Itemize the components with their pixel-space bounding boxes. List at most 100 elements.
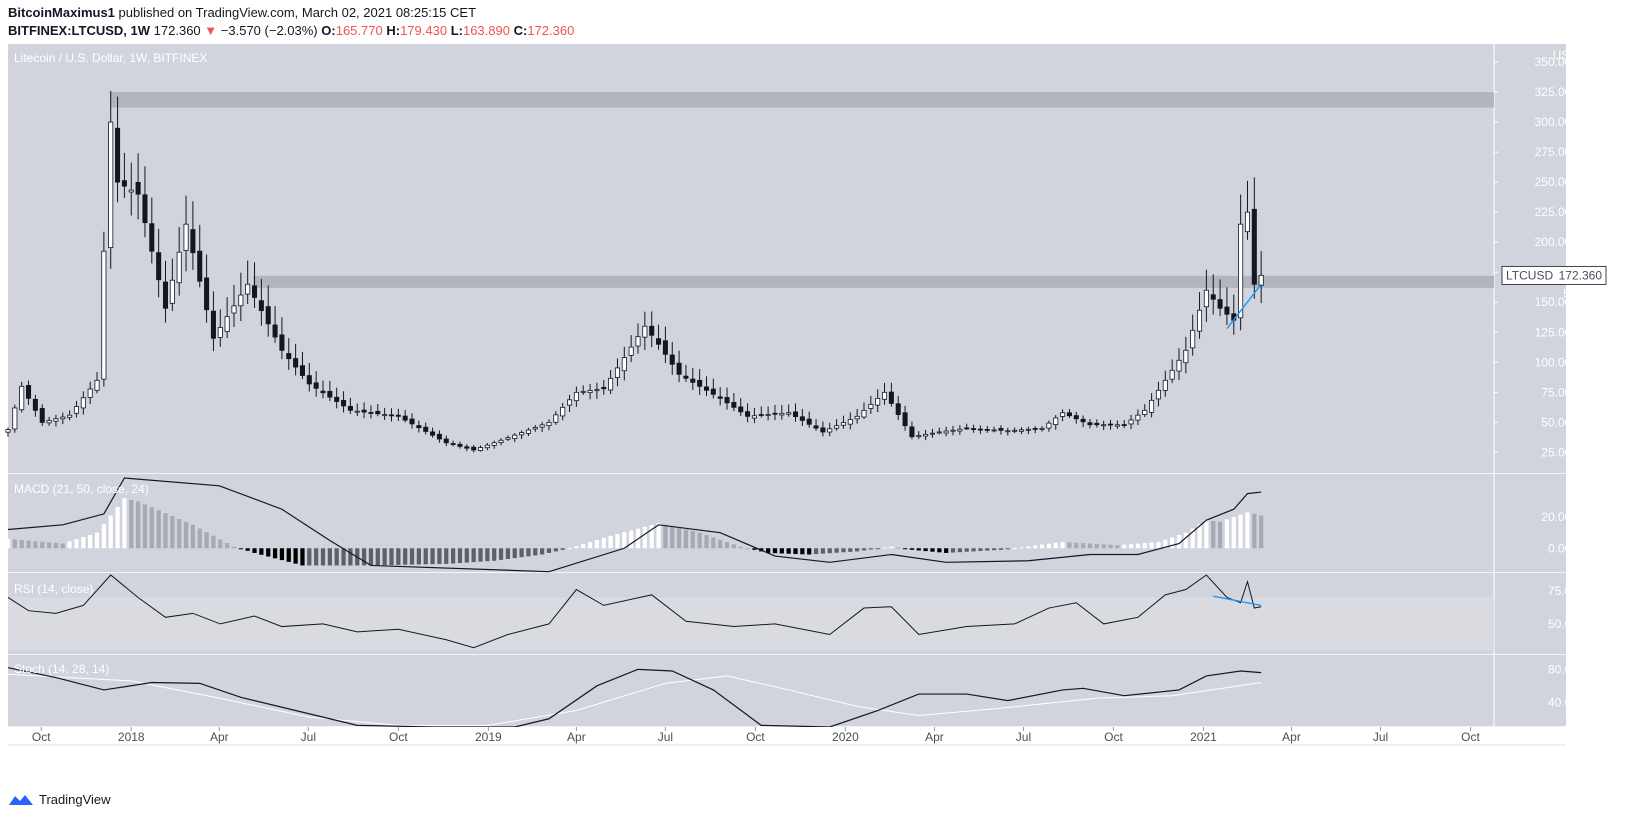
macd-histogram-bar	[546, 548, 552, 553]
macd-histogram-bar	[423, 548, 428, 565]
macd-histogram-bar	[533, 548, 538, 556]
candle-body	[923, 433, 929, 437]
candle-body	[635, 336, 641, 347]
price-tick-label: 350.000	[1535, 55, 1579, 69]
candle-body	[279, 334, 285, 351]
tradingview-logo-icon[interactable]	[8, 793, 34, 807]
price-pane[interactable]: USD 25.000 50.000 75.000 100.000 125.000 150.0…	[5, 44, 1607, 475]
last-price-tag	[1501, 265, 1607, 285]
macd-histogram-bar	[745, 548, 750, 550]
author-name[interactable]: BitcoinMaximus1	[8, 5, 115, 20]
macd-histogram-bar	[923, 548, 928, 552]
stoch-k-line	[7, 667, 1262, 728]
macd-histogram-bar	[142, 504, 148, 549]
macd-histogram-bar	[225, 543, 230, 549]
candle-body	[436, 433, 442, 440]
time-tick-label: 2020	[832, 730, 859, 744]
candle-body	[491, 442, 497, 446]
macd-histogram-bar	[1183, 532, 1188, 549]
macd-histogram-bar	[1170, 537, 1175, 549]
candle-body	[498, 439, 504, 444]
macd-histogram-bar	[642, 526, 647, 549]
macd-histogram-bar	[567, 548, 572, 550]
time-tick-label: Oct	[1461, 730, 1480, 744]
macd-histogram-bar	[1019, 547, 1024, 549]
macd-signal-line	[7, 477, 1262, 573]
macd-histogram-bar	[704, 534, 709, 549]
macd-histogram-bar	[1122, 544, 1127, 549]
price-axis-background	[1494, 44, 1566, 474]
candle-body	[916, 435, 922, 438]
macd-histogram-bar	[211, 535, 216, 549]
candle-body	[560, 406, 566, 417]
candle-body	[197, 250, 203, 282]
macd-histogram-bar	[197, 528, 202, 549]
macd-histogram-bar	[916, 548, 921, 551]
macd-histogram-bar	[594, 539, 600, 549]
macd-histogram-bar	[33, 541, 38, 549]
candle-body	[1238, 223, 1244, 319]
candle-body	[505, 437, 511, 440]
candle-body	[683, 375, 689, 379]
brand-name[interactable]: TradingView	[39, 792, 111, 807]
macd-histogram-bar	[779, 548, 784, 554]
price-pane-title: Litecoin / U.S. Dollar, 1W, BITFINEX	[14, 51, 207, 65]
macd-histogram-bar	[724, 542, 730, 549]
macd-pane[interactable]: 0.000 20.000 MACD (21, 50, close, 24)	[5, 474, 1578, 574]
candle-body	[991, 429, 997, 432]
macd-histogram-bar	[204, 532, 209, 549]
macd-histogram-bar	[622, 532, 627, 549]
ohlc-line: BITFINEX:LTCUSD, 1W 172.360 ▼ −3.570 (−2…	[8, 22, 574, 40]
macd-histogram-bar	[1252, 513, 1257, 549]
candle-body	[1087, 422, 1093, 426]
last-price-value: 172.360	[1559, 268, 1603, 282]
candle-body	[779, 412, 785, 416]
price-tick-label: 50.000	[1541, 415, 1578, 429]
macd-plot-background	[8, 474, 1494, 573]
macd-histogram-bar	[67, 541, 72, 549]
candle-body	[1121, 424, 1127, 426]
candle-body	[258, 300, 264, 312]
candle-body	[697, 379, 703, 387]
macd-histogram-bar	[492, 548, 497, 561]
macd-histogram-bar	[1156, 542, 1161, 549]
candle-body	[943, 430, 949, 434]
rsi-label: RSI (14, close)	[14, 582, 93, 596]
candle-body	[231, 305, 237, 314]
macd-histogram-bar	[1135, 543, 1141, 549]
price-tick-label: 150.000	[1535, 295, 1579, 309]
macd-histogram-bar	[149, 507, 154, 549]
macd-histogram-bar	[1204, 520, 1209, 549]
rsi-pane[interactable]: 50.00 75.00 RSI (14, close)	[7, 573, 1578, 656]
candle-body	[1080, 418, 1086, 423]
candle-body	[703, 386, 710, 391]
candle-body	[936, 431, 942, 434]
candle-body	[717, 396, 723, 399]
macd-histogram-bar	[649, 525, 654, 549]
chart-canvas[interactable]: USD 25.000 50.000 75.000 100.000 125.000 150.0…	[0, 44, 1627, 782]
macd-histogram-bar	[1101, 544, 1106, 549]
candle-body	[375, 410, 381, 415]
stoch-pane[interactable]: 40.00 80.00 Stoch (14, 28, 14)	[7, 655, 1578, 728]
chart-header: BitcoinMaximus1 published on TradingView…	[8, 4, 574, 40]
macd-histogram-bar	[437, 548, 442, 565]
macd-histogram-bar	[1074, 542, 1079, 549]
macd-histogram-bar	[286, 548, 291, 562]
macd-histogram-bar	[156, 510, 161, 549]
candle-body	[457, 443, 463, 447]
candle-body	[1135, 414, 1141, 421]
macd-histogram-bar	[478, 548, 483, 562]
macd-histogram-bar	[807, 548, 812, 555]
candle-body	[525, 429, 531, 434]
candle-body	[792, 411, 799, 417]
macd-histogram-bar	[53, 542, 59, 549]
candle-body	[1244, 211, 1250, 233]
macd-histogram-bar	[519, 548, 524, 558]
price-change: −3.570 (−2.03%)	[220, 23, 318, 38]
candle-body	[1217, 299, 1223, 309]
macd-histogram-bar	[615, 533, 620, 549]
candle-body	[567, 399, 573, 406]
macd-histogram-bar	[396, 548, 401, 565]
macd-histogram-bar	[1060, 542, 1065, 549]
time-axis[interactable]: Oct 2018 Apr Jul Oct 2019 Apr Jul Oct 2020 Apr Jul O…	[8, 727, 1566, 746]
